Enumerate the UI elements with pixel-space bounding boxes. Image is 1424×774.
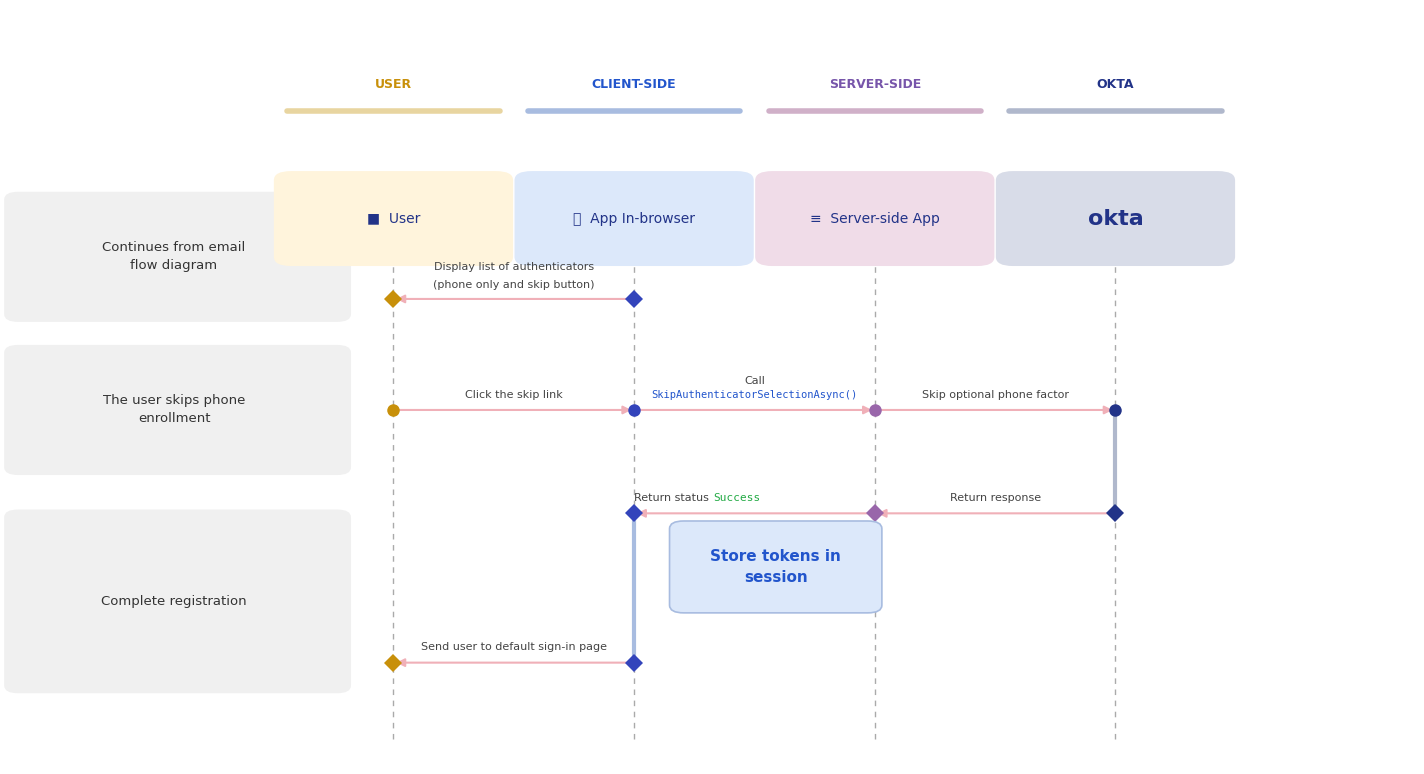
Text: Return status: Return status	[634, 493, 712, 503]
Text: SkipAuthenticatorSelectionAsync(): SkipAuthenticatorSelectionAsync()	[651, 389, 857, 399]
FancyBboxPatch shape	[755, 171, 994, 266]
FancyBboxPatch shape	[4, 192, 350, 322]
Text: Return response: Return response	[950, 493, 1041, 503]
Text: Store tokens in
session: Store tokens in session	[711, 549, 842, 585]
Text: Send user to default sign-in page: Send user to default sign-in page	[422, 642, 607, 652]
FancyBboxPatch shape	[514, 171, 753, 266]
Text: Continues from email
flow diagram: Continues from email flow diagram	[103, 241, 246, 272]
Text: Click the skip link: Click the skip link	[464, 389, 562, 399]
Text: ⌖  App In-browser: ⌖ App In-browser	[572, 211, 695, 225]
Text: Skip optional phone factor: Skip optional phone factor	[921, 389, 1068, 399]
Text: ≡  Server-side App: ≡ Server-side App	[810, 211, 940, 225]
Text: Call: Call	[743, 376, 765, 386]
Text: OKTA: OKTA	[1096, 78, 1134, 91]
Text: Success: Success	[713, 493, 760, 503]
Text: SERVER-SIDE: SERVER-SIDE	[829, 78, 921, 91]
Text: USER: USER	[375, 78, 412, 91]
FancyBboxPatch shape	[995, 171, 1235, 266]
FancyBboxPatch shape	[669, 521, 881, 613]
FancyBboxPatch shape	[4, 345, 350, 475]
Text: The user skips phone
enrollment: The user skips phone enrollment	[103, 395, 245, 426]
Text: Display list of authenticators: Display list of authenticators	[434, 262, 594, 272]
Text: CLIENT-SIDE: CLIENT-SIDE	[592, 78, 676, 91]
Text: ■  User: ■ User	[367, 211, 420, 225]
Text: (phone only and skip button): (phone only and skip button)	[433, 280, 595, 290]
FancyBboxPatch shape	[4, 509, 350, 694]
Text: Complete registration: Complete registration	[101, 595, 246, 608]
FancyBboxPatch shape	[273, 171, 513, 266]
Text: okta: okta	[1088, 208, 1143, 228]
